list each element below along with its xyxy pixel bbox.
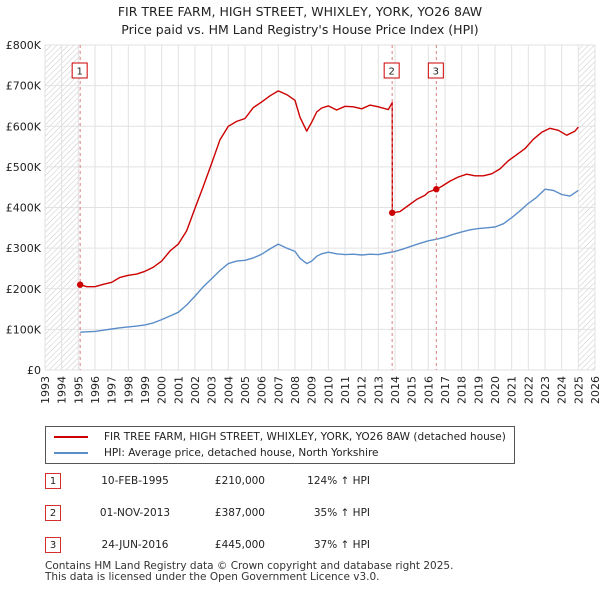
- x-tick-label: 2025: [572, 376, 585, 404]
- x-tick-label: 1994: [56, 376, 69, 404]
- y-tick-label: £100K: [6, 323, 42, 336]
- y-tick-label: £500K: [6, 161, 42, 174]
- x-tick-label: 1995: [72, 376, 85, 404]
- x-tick-label: 1999: [139, 376, 152, 404]
- footer-line: This data is licensed under the Open Gov…: [45, 571, 380, 583]
- price-paid-series-line: [79, 90, 579, 288]
- x-tick-label: 2018: [456, 376, 469, 404]
- table-row: 3 24-JUN-2016 £445,000 37% ↑ HPI: [45, 537, 565, 555]
- x-tick-label: 1996: [89, 376, 102, 404]
- footer-line: Contains HM Land Registry data © Crown c…: [45, 560, 454, 572]
- x-tick-label: 2004: [222, 376, 235, 404]
- x-tick-label: 2010: [322, 376, 335, 404]
- sale-date: 10-FEB-1995: [101, 475, 169, 487]
- sale-point: [76, 281, 84, 288]
- x-tick-label: 2005: [239, 376, 252, 404]
- sale-marker-label: 3: [433, 67, 439, 78]
- table-row: 2 01-NOV-2013 £387,000 35% ↑ HPI: [45, 505, 565, 523]
- legend-line-icon: [54, 436, 88, 438]
- sale-marker-box: [383, 62, 400, 79]
- sale-hpi-change: 37% ↑ HPI: [313, 539, 370, 551]
- x-tick-label: 2003: [206, 376, 219, 404]
- x-tick-label: 2019: [472, 376, 485, 404]
- x-tick-label: 1993: [39, 376, 52, 404]
- y-tick-label: £300K: [6, 242, 42, 255]
- price-chart: £0 £100K £200K £300K £400K £500K £600K £700K £80…: [6, 39, 600, 404]
- chart-subtitle: Price paid vs. HM Land Registry's House …: [121, 22, 479, 37]
- x-tick-label: 2016: [422, 376, 435, 404]
- x-tick-label: 1997: [106, 376, 119, 404]
- x-tick-label: 2000: [156, 376, 169, 404]
- legend-label: FIR TREE FARM, HIGH STREET, WHIXLEY, YOR…: [104, 431, 506, 443]
- sale-price: £445,000: [214, 539, 265, 551]
- x-tick-label: 2007: [272, 376, 285, 404]
- sale-price: £210,000: [214, 475, 265, 487]
- x-tick-label: 2008: [289, 376, 302, 404]
- sale-date: 01-NOV-2013: [99, 507, 171, 519]
- x-tick-label: 2021: [506, 376, 519, 404]
- sale-number-badge: 3: [45, 537, 61, 553]
- y-tick-label: £800K: [6, 39, 42, 52]
- y-tick-label: £400K: [6, 202, 42, 215]
- chart-legend: FIR TREE FARM, HIGH STREET, WHIXLEY, YOR…: [45, 426, 515, 464]
- y-tick-label: £0: [27, 364, 41, 377]
- x-tick-label: 2001: [172, 376, 185, 404]
- y-tick-label: £700K: [6, 80, 42, 93]
- table-row: 1 10-FEB-1995 £210,000 124% ↑ HPI: [45, 473, 565, 491]
- x-tick-label: 2015: [406, 376, 419, 404]
- chart-title: FIR TREE FARM, HIGH STREET, WHIXLEY, YOR…: [117, 4, 483, 19]
- x-tick-label: 2026: [589, 376, 600, 404]
- sale-point: [433, 186, 440, 193]
- copyright-notice: Contains HM Land Registry data © Crown c…: [45, 561, 453, 583]
- sale-price: £387,000: [214, 507, 265, 519]
- x-tick-label: 2012: [356, 376, 369, 404]
- x-tick-label: 2002: [189, 376, 202, 404]
- sale-marker-box: [427, 62, 444, 79]
- x-tick-label: 2011: [339, 376, 352, 404]
- sale-marker-label: 1: [76, 67, 82, 78]
- x-tick-label: 2022: [522, 376, 535, 404]
- x-tick-label: 2009: [306, 376, 319, 404]
- x-tick-label: 2023: [539, 376, 552, 404]
- sale-hpi-change: 35% ↑ HPI: [313, 507, 370, 519]
- legend-item-hpi: HPI: Average price, detached house, Nort…: [54, 445, 379, 461]
- x-tick-label: 2020: [489, 376, 502, 404]
- y-tick-label: £200K: [6, 283, 42, 296]
- legend-line-icon: [54, 452, 88, 454]
- y-tick-label: £600K: [6, 120, 42, 133]
- x-tick-label: 2014: [389, 376, 402, 404]
- legend-label: HPI: Average price, detached house, Nort…: [104, 447, 379, 459]
- sale-point: [388, 209, 396, 216]
- sale-number-badge: 1: [45, 473, 61, 489]
- sale-number-badge: 2: [45, 505, 61, 521]
- x-tick-label: 2024: [556, 376, 569, 404]
- sale-marker-box: [71, 62, 88, 79]
- sale-hpi-change: 124% ↑ HPI: [307, 475, 370, 487]
- x-tick-label: 2017: [439, 376, 452, 404]
- legend-item-property: FIR TREE FARM, HIGH STREET, WHIXLEY, YOR…: [54, 429, 506, 445]
- x-tick-label: 2013: [372, 376, 385, 404]
- x-tick-label: 2006: [256, 376, 269, 404]
- x-tick-label: 1998: [122, 376, 135, 404]
- sale-marker-label: 2: [388, 67, 394, 78]
- hpi-series-line: [80, 188, 579, 333]
- sale-date: 24-JUN-2016: [101, 539, 169, 551]
